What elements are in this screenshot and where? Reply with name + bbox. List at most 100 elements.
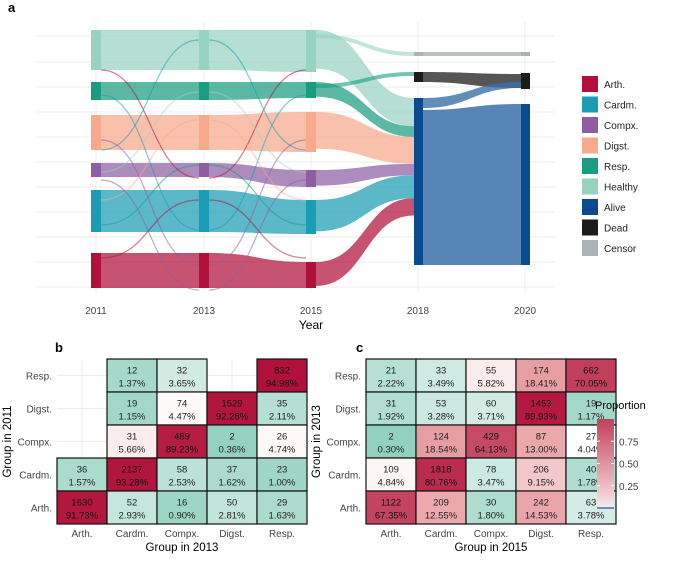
legend-swatch-healthy — [582, 178, 598, 195]
heatmap-b-percent: 0.36% — [219, 445, 246, 456]
heatmap-c-count: 33 — [436, 366, 447, 377]
heatmap-c-percent: 18.54% — [425, 445, 458, 456]
heatmap-c-count: 429 — [483, 432, 499, 443]
heatmap-b-count: 2137 — [121, 465, 142, 476]
heatmap-b-count: 23 — [277, 465, 288, 476]
node-compx-2015 — [306, 170, 316, 187]
flow-thread — [208, 199, 307, 259]
heatmap-b-percent: 1.00% — [269, 478, 296, 489]
heatmap-b-cell — [256, 490, 308, 525]
heatmap-b-count: 2 — [229, 432, 234, 443]
heatmap-c-x-tick: Cardm. — [425, 529, 458, 540]
heatmap-b-percent: 1.37% — [119, 379, 146, 390]
heatmap-c-count: 209 — [433, 498, 449, 509]
flow-cardm-2015-2018 — [316, 175, 414, 232]
heatmap-c-percent: 2.22% — [378, 379, 405, 390]
proportion-colorbar: Proportion 0.75 0.50 0.25 — [595, 400, 646, 509]
heatmap-c-percent: 64.13% — [475, 445, 508, 456]
node-cardm-2015 — [306, 200, 316, 234]
heatmap-b-percent: 1.57% — [69, 478, 96, 489]
legend-label-resp: Resp. — [604, 162, 630, 173]
heatmap-c-count: 242 — [533, 498, 549, 509]
heatmap-b-x-tick: Digst. — [219, 529, 245, 540]
flow-resp-2013-2015 — [209, 82, 306, 100]
legend-label-compx: Compx. — [604, 121, 638, 132]
node-resp-2011 — [91, 82, 101, 100]
heatmap-b-cell — [56, 457, 108, 492]
heatmap-c-count: 206 — [533, 465, 549, 476]
colorbar-tick-label: 0.25 — [619, 482, 639, 493]
node-compx-2013 — [199, 163, 209, 177]
heatmap-c-cell — [465, 457, 517, 492]
flow-compx-2015-2018 — [316, 163, 414, 186]
node-alive-2018 — [414, 98, 423, 265]
sankey-legend: Arth. Cardm. Compx. Digst. Resp. Healthy Alive… — [582, 76, 638, 256]
heatmap-b-y-tick: Compx. — [18, 438, 52, 449]
heatmap-c-count: 174 — [533, 366, 549, 377]
heatmap-c-cell — [365, 391, 417, 426]
sankey-panel: 2011 2013 2015 2018 2020 Year Arth. Cardm. Comp… — [8, 0, 638, 332]
heatmap-b-cell — [156, 391, 208, 426]
heatmap-c-count: 109 — [383, 465, 399, 476]
heatmap-c-y-tick: Resp. — [335, 372, 361, 383]
heatmap-c-count: 87 — [536, 432, 547, 443]
heatmap-c-count: 78 — [486, 465, 497, 476]
heatmap-b-percent: 3.65% — [169, 379, 196, 390]
node-arth-2011 — [91, 253, 101, 288]
flow-thread — [208, 179, 307, 291]
node-compx-2011 — [91, 163, 101, 177]
heatmap-c-cell — [465, 490, 517, 525]
flow-thread — [100, 39, 200, 151]
heatmap-c-x-tick: Resp. — [578, 529, 604, 540]
flow-arth-2013-2015 — [209, 253, 306, 288]
x-tick-2020: 2020 — [514, 306, 537, 317]
heatmap-c-count: 30 — [486, 498, 497, 509]
heatmap-b-percent: 0.90% — [169, 511, 196, 522]
x-tick-2011: 2011 — [85, 306, 107, 317]
heatmap-c-count: 662 — [583, 366, 599, 377]
heatmap-b-cell — [56, 490, 108, 525]
heatmap-c-cell — [415, 358, 467, 393]
flow-arth-2011-2013 — [101, 253, 199, 288]
heatmap-c-count: 60 — [486, 399, 497, 410]
legend-label-arth: Arth. — [604, 80, 625, 91]
node-dead-2018 — [414, 72, 423, 82]
heatmap-b-count: 1529 — [221, 399, 242, 410]
heatmap-b-percent: 93.28% — [116, 478, 149, 489]
node-cardm-2013 — [199, 190, 209, 232]
heatmap-b-percent: 2.11% — [269, 412, 296, 423]
heatmap-b-percent: 1.63% — [269, 511, 296, 522]
heatmap-c-percent: 70.05% — [575, 379, 608, 390]
heatmap-b-count: 26 — [277, 432, 288, 443]
heatmap-b-cell — [156, 457, 208, 492]
legend-swatch-arth — [582, 76, 598, 92]
heatmap-c-count: 1453 — [530, 399, 551, 410]
flow-thread — [208, 69, 307, 179]
heatmap-b-cell — [156, 490, 208, 525]
heatmap-b-count: 29 — [277, 498, 288, 509]
flow-thread — [100, 199, 200, 259]
legend-label-alive: Alive — [604, 203, 626, 214]
heatmap-c-count: 55 — [486, 366, 497, 377]
legend-label-censor: Censor — [604, 244, 637, 255]
legend-swatch-censor — [582, 240, 598, 256]
heatmap-b-count: 52 — [127, 498, 138, 509]
heatmap-c-percent: 3.28% — [428, 412, 455, 423]
heatmap-b-x-tick: Arth. — [71, 529, 92, 540]
heatmap-c-percent: 5.82% — [478, 379, 505, 390]
heatmap-b-y-title: Group in 2011 — [2, 405, 14, 477]
node-arth-2013 — [199, 253, 209, 288]
sankey-x-axis: 2011 2013 2015 2018 2020 Year — [85, 306, 536, 332]
heatmap-b-y-tick: Arth. — [31, 504, 52, 515]
heatmap-b-percent: 91.73% — [66, 511, 99, 522]
heatmap-c-count: 31 — [386, 399, 397, 410]
flow-healthy-2013-2015 — [209, 30, 306, 72]
heatmap-c-y-tick: Arth. — [340, 504, 361, 515]
legend-label-healthy: Healthy — [604, 183, 638, 194]
node-cardm-2011 — [91, 190, 101, 232]
heatmap-c-percent: 9.15% — [528, 478, 555, 489]
heatmap-b-percent: 5.66% — [119, 445, 146, 456]
heatmap-b-x-tick: Cardm. — [116, 529, 149, 540]
heatmap-b-x-tick: Compx. — [165, 529, 199, 540]
heatmap-b-y-tick: Resp. — [26, 372, 52, 383]
